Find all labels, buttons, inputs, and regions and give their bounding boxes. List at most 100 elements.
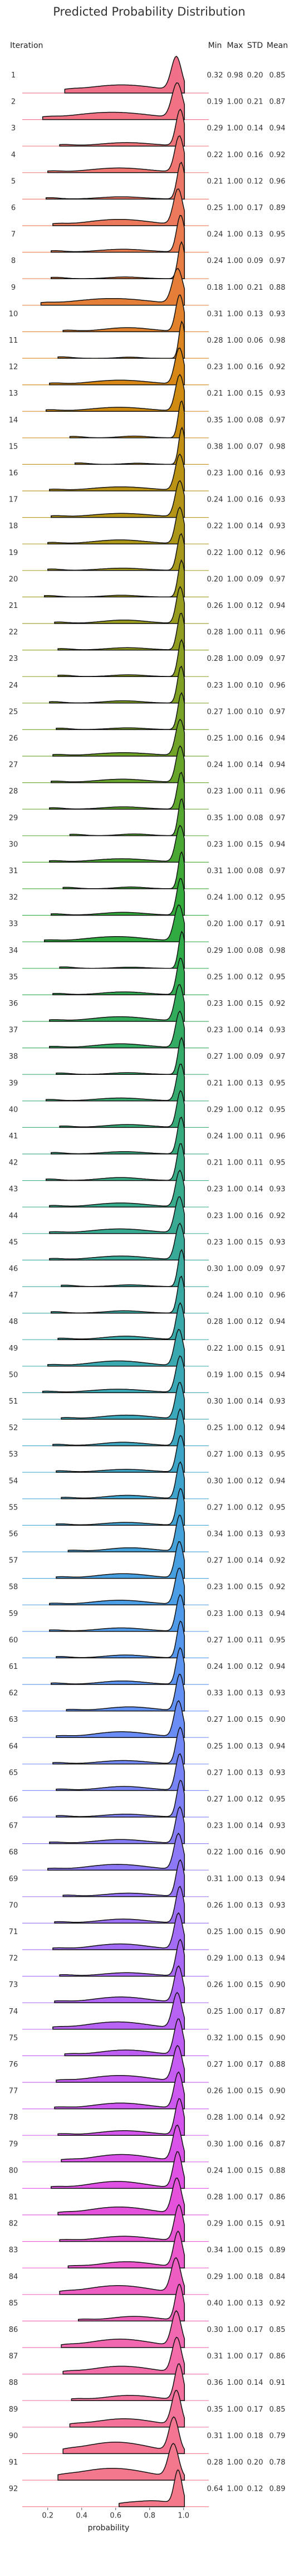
ridges: 1 0.32 0.98 0.20 0.85 2 0.19 1.00 0.21 0.87 3 0.29 1… xyxy=(9,56,286,2507)
ridge-3 xyxy=(59,108,185,147)
iteration-label: 80 xyxy=(9,2166,18,2175)
stat-max: 1.00 xyxy=(227,1292,243,1300)
stat-min: 0.23 xyxy=(207,681,223,690)
stat-max: 1.00 xyxy=(227,1689,243,1698)
iteration-label: 51 xyxy=(9,1397,18,1406)
stat-mean: 0.90 xyxy=(269,1716,286,1724)
ridge-77 xyxy=(54,2071,185,2110)
stat-max: 1.00 xyxy=(227,2405,243,2414)
stat-mean: 0.93 xyxy=(269,389,286,398)
ridge-48 xyxy=(57,1302,185,1340)
stat-min: 0.21 xyxy=(207,1079,223,1088)
stat-min: 0.35 xyxy=(207,416,223,425)
iteration-label: 70 xyxy=(9,1901,18,1910)
ridge-row: 81 0.28 1.00 0.17 0.86 xyxy=(9,2178,285,2215)
ridge-64 xyxy=(52,1726,185,1765)
stat-std: 0.13 xyxy=(247,1530,263,1538)
iteration-label: 64 xyxy=(9,1742,18,1751)
stat-min: 0.24 xyxy=(207,761,223,770)
stat-min: 0.32 xyxy=(207,2034,223,2042)
stat-mean: 0.94 xyxy=(269,1477,286,1486)
ridge-row: 89 0.35 1.00 0.17 0.85 xyxy=(9,2389,285,2428)
stat-max: 1.00 xyxy=(227,1053,243,1061)
ridge-row: 72 0.29 1.00 0.13 0.94 xyxy=(9,1939,285,1977)
stat-mean: 0.95 xyxy=(269,231,286,239)
ridge-35 xyxy=(52,957,185,996)
x-tick-label: 1.0 xyxy=(178,2512,189,2520)
iteration-label: 65 xyxy=(9,1769,18,1777)
stat-header-mean: Mean xyxy=(267,41,288,50)
stat-mean: 0.90 xyxy=(269,2034,286,2042)
ridge-row: 70 0.26 1.00 0.13 0.93 xyxy=(9,1886,285,1924)
ridge-row: 58 0.23 1.00 0.15 0.92 xyxy=(9,1567,285,1605)
ridge-row: 82 0.29 1.00 0.15 0.91 xyxy=(9,2204,285,2242)
stat-std: 0.17 xyxy=(247,2008,263,2016)
stat-std: 0.18 xyxy=(247,2273,263,2281)
stat-min: 0.28 xyxy=(207,2114,223,2122)
stat-min: 0.22 xyxy=(207,1848,223,1857)
stat-std: 0.15 xyxy=(247,1583,263,1591)
stat-mean: 0.85 xyxy=(269,71,286,80)
stat-max: 1.00 xyxy=(227,177,243,186)
stat-mean: 0.94 xyxy=(269,1663,286,1671)
stat-max: 1.00 xyxy=(227,1371,243,1379)
stat-std: 0.12 xyxy=(247,2485,263,2494)
ridge-row: 57 0.27 1.00 0.14 0.92 xyxy=(9,1541,285,1579)
stat-max: 1.00 xyxy=(227,204,243,212)
stat-max: 1.00 xyxy=(227,231,243,239)
ridge-75 xyxy=(64,2018,185,2057)
ridge-row: 55 0.27 1.00 0.12 0.95 xyxy=(9,1488,285,1526)
stat-mean: 0.95 xyxy=(269,1159,286,1167)
stat-mean: 0.97 xyxy=(269,416,286,425)
stat-mean: 0.92 xyxy=(269,363,286,372)
ridge-22 xyxy=(57,612,185,651)
ridge-row: 67 0.23 1.00 0.14 0.93 xyxy=(9,1806,285,1844)
ridge-row: 64 0.25 1.00 0.13 0.94 xyxy=(9,1726,285,1765)
stat-mean: 0.96 xyxy=(269,629,286,637)
stat-min: 0.30 xyxy=(207,1477,223,1486)
ridge-row: 15 0.38 1.00 0.07 0.98 xyxy=(9,426,286,465)
ridge-5 xyxy=(45,162,185,200)
stat-min: 0.19 xyxy=(207,1371,223,1379)
stat-mean: 0.96 xyxy=(269,549,286,557)
iteration-label: 89 xyxy=(9,2405,18,2414)
iteration-label: 5 xyxy=(11,177,16,186)
stat-min: 0.64 xyxy=(207,2485,223,2494)
stat-max: 1.00 xyxy=(227,1901,243,1910)
ridge-row: 42 0.21 1.00 0.11 0.95 xyxy=(9,1143,286,1181)
iteration-label: 6 xyxy=(11,204,16,212)
ridge-24 xyxy=(49,665,185,704)
stat-max: 1.00 xyxy=(227,1159,243,1167)
stat-max: 1.00 xyxy=(227,2246,243,2254)
stat-std: 0.10 xyxy=(247,681,263,690)
stat-std: 0.13 xyxy=(247,1079,263,1088)
stat-mean: 0.90 xyxy=(269,1928,286,1936)
ridge-40 xyxy=(59,1090,185,1128)
stat-std: 0.12 xyxy=(247,1503,263,1512)
ridge-84 xyxy=(59,2257,185,2295)
ridge-row: 16 0.23 1.00 0.16 0.93 xyxy=(9,453,285,491)
stat-max: 1.00 xyxy=(227,1530,243,1538)
stat-min: 0.24 xyxy=(207,1663,223,1671)
stat-max: 1.00 xyxy=(227,2061,243,2069)
stat-mean: 0.87 xyxy=(269,2140,286,2149)
stat-std: 0.12 xyxy=(247,177,263,186)
stat-std: 0.15 xyxy=(247,2220,263,2228)
iteration-label: 16 xyxy=(9,469,18,478)
ridge-row: 56 0.34 1.00 0.13 0.93 xyxy=(9,1515,285,1552)
stat-mean: 0.98 xyxy=(269,442,286,451)
stat-mean: 0.97 xyxy=(269,867,286,875)
stat-max: 1.00 xyxy=(227,1000,243,1008)
stat-std: 0.08 xyxy=(247,947,263,955)
iteration-label: 57 xyxy=(9,1557,18,1565)
ridge-33 xyxy=(43,904,185,942)
stat-header-min: Min xyxy=(208,41,222,50)
stat-max: 1.00 xyxy=(227,1424,243,1433)
stat-mean: 0.91 xyxy=(269,2379,286,2387)
ridge-16 xyxy=(49,453,185,491)
stat-max: 1.00 xyxy=(227,1742,243,1751)
stat-min: 0.23 xyxy=(207,1583,223,1591)
ridge-row: 44 0.23 1.00 0.16 0.92 xyxy=(9,1196,285,1234)
stat-min: 0.30 xyxy=(207,2140,223,2149)
stat-mean: 0.93 xyxy=(269,1689,286,1698)
